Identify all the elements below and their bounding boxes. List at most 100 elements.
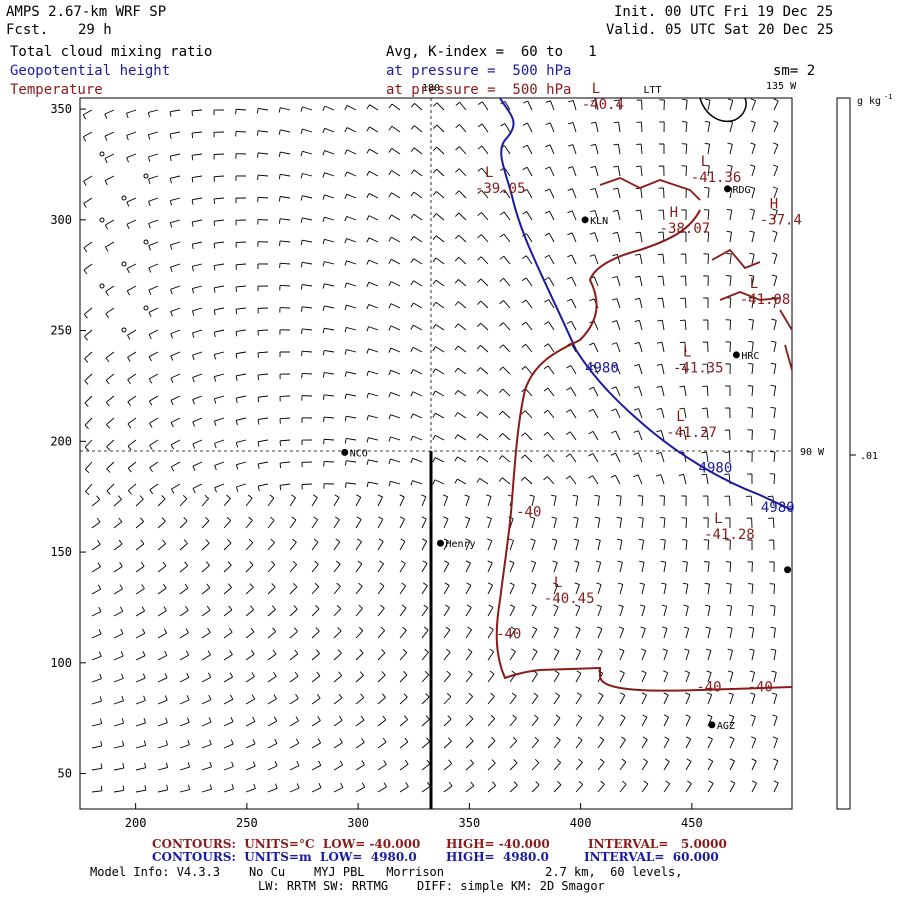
wind-barb-flag (344, 416, 347, 422)
wind-barb (267, 609, 276, 617)
wind-barb (170, 351, 181, 357)
wind-barb (641, 606, 646, 617)
wind-barb (267, 519, 275, 529)
wind-barb (524, 432, 533, 441)
wind-barb-flag (272, 649, 277, 655)
wind-barb-flag (96, 517, 101, 523)
wind-barb-flag (422, 538, 427, 542)
wind-barb-flag (322, 239, 325, 245)
wind-barb (773, 254, 778, 265)
wind-barb-flag (83, 314, 88, 319)
wind-barb (289, 765, 300, 771)
wind-barb (414, 103, 423, 111)
wind-barb (324, 349, 335, 353)
wind-barb-flag (767, 495, 773, 498)
wind-barb-flag (634, 297, 640, 300)
wind-barb-flag (750, 98, 756, 102)
wind-barb-flag (361, 737, 365, 743)
wind-barb-flag (730, 780, 736, 784)
wind-barb (553, 784, 562, 793)
wind-barb (637, 452, 643, 463)
wind-barb-flag (149, 445, 153, 450)
wind-barb (82, 109, 93, 116)
wind-barb (333, 519, 340, 529)
wind-barb (258, 483, 269, 487)
wind-barb-flag (499, 211, 505, 216)
wind-barb (465, 651, 473, 661)
wind-barb-flag (656, 385, 662, 388)
wind-barb (149, 483, 159, 491)
wind-barb (267, 631, 277, 639)
wind-barb-flag (104, 224, 109, 230)
temperature-extremum-marker: L (750, 276, 758, 292)
wind-barb-flag (126, 113, 129, 119)
wind-barb-flag (187, 739, 190, 745)
wind-barb-flag (402, 626, 407, 631)
wind-barb-flag (432, 368, 436, 374)
wind-barb-flag (213, 398, 217, 404)
wind-barb-flag (620, 692, 626, 696)
wind-barb (509, 540, 514, 551)
wind-barb (355, 652, 364, 661)
wind-barb (391, 214, 401, 221)
wind-barb-flag (214, 465, 217, 471)
wind-barb (245, 743, 256, 749)
wind-barb-flag (573, 516, 579, 519)
wind-barb-flag (127, 357, 131, 362)
wind-barb-flag (522, 100, 528, 104)
wind-barb-flag (476, 433, 481, 439)
wind-barb-flag (544, 188, 550, 192)
wind-barb (773, 342, 777, 353)
footer-height-high: HIGH= 4980.0 (446, 850, 549, 864)
wind-barb (421, 696, 430, 705)
wind-barb-flag (191, 177, 194, 183)
wind-barb (113, 767, 124, 771)
wind-barb (289, 787, 300, 793)
wind-barb (83, 175, 93, 182)
wind-barb (346, 149, 357, 155)
wind-barb-flag (192, 355, 195, 361)
wind-barb (597, 695, 604, 705)
wind-barb-flag (82, 114, 86, 120)
wind-barb (639, 276, 643, 287)
wind-barb (597, 628, 603, 639)
wind-barb (751, 166, 756, 177)
wind-barb-flag (522, 166, 528, 171)
wind-barb (149, 461, 159, 468)
wind-barb (214, 439, 225, 444)
wind-barb (399, 541, 406, 551)
wind-barb (368, 326, 379, 331)
wind-barb-flag (665, 780, 670, 785)
wind-barb (399, 496, 405, 507)
wind-barb-flag (771, 252, 778, 255)
wind-barb-flag (534, 714, 539, 719)
wind-barb (509, 762, 518, 771)
wind-barb (685, 143, 688, 155)
wind-barb-flag (148, 289, 152, 295)
wind-barb-flag (105, 313, 109, 319)
wind-barb (531, 717, 539, 727)
wind-barb (457, 478, 467, 485)
wind-barb (421, 741, 430, 749)
wind-barb (258, 152, 269, 155)
wind-barb (157, 610, 167, 617)
wind-barb (684, 297, 687, 309)
wind-barb-flag (500, 123, 506, 127)
wind-barb-flag (388, 392, 392, 398)
wind-barb (729, 738, 735, 749)
wind-barb (346, 326, 357, 331)
wind-barb-flag (551, 494, 557, 497)
wind-barb-flag (545, 144, 551, 148)
wind-barb-flag (275, 783, 278, 789)
wind-barb (279, 439, 291, 442)
wind-barb (487, 540, 493, 551)
wind-barb-flag (612, 253, 618, 257)
colorbar-tick-label: .01 (860, 451, 878, 462)
wind-barb (553, 562, 558, 573)
wind-barb (302, 173, 313, 177)
wind-barb (685, 122, 688, 133)
wind-barb (729, 760, 735, 771)
wind-barb (751, 210, 755, 221)
wind-barb-flag (209, 784, 213, 790)
wind-barb (465, 562, 471, 573)
